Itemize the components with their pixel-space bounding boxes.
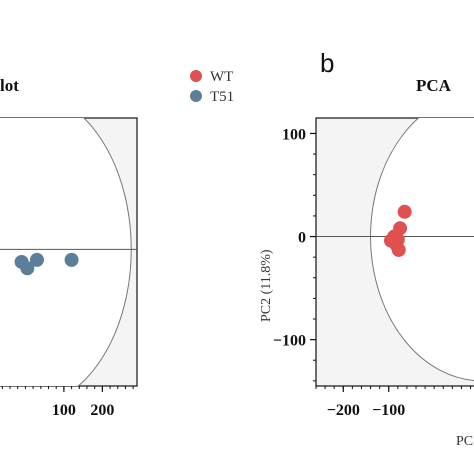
panel-b-title: PCA xyxy=(416,76,452,95)
data-point-wt xyxy=(397,204,412,219)
panel-b-letter: b xyxy=(320,48,334,78)
data-point-t51 xyxy=(64,252,79,267)
panel-a-title: lot xyxy=(0,76,19,95)
legend: WT T51 xyxy=(190,69,234,105)
data-point-wt xyxy=(390,232,405,247)
legend-t51-label: T51 xyxy=(210,89,234,105)
x-tick-label: −200 xyxy=(327,402,360,419)
x-tick-label: 100 xyxy=(52,402,76,419)
legend-wt-marker xyxy=(190,70,202,82)
data-point-t51 xyxy=(20,261,35,276)
panel-b: b PCA −200 −100 −100 0 100 PC2 (11.8%) PC xyxy=(259,48,474,449)
y-tick-label: 100 xyxy=(282,126,306,143)
x-tick-label: −100 xyxy=(372,402,405,419)
y-tick-label: 0 xyxy=(298,230,306,247)
panel-b-ylabel: PC2 (11.8%) xyxy=(259,249,274,322)
x-tick-label: 200 xyxy=(90,402,114,419)
panel-b-xlabel: PC xyxy=(456,434,473,449)
legend-t51-marker xyxy=(190,90,202,102)
data-point-wt xyxy=(391,242,406,257)
y-tick-label: −100 xyxy=(273,333,306,350)
panel-a: lot 100 200 xyxy=(0,76,138,419)
legend-wt-label: WT xyxy=(210,69,233,85)
data-point-t51 xyxy=(29,252,44,267)
